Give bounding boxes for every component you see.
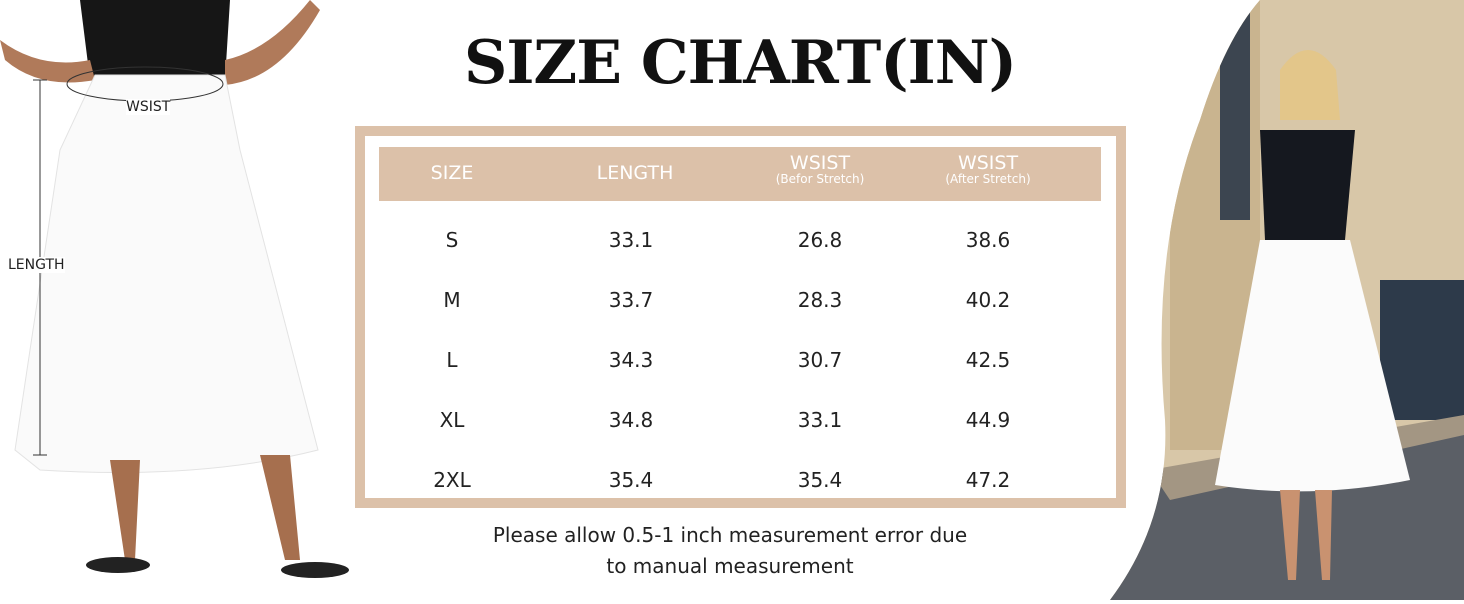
table-row: S 33.1 26.8 38.6: [365, 228, 1116, 258]
note-line-2: to manual measurement: [606, 554, 854, 578]
table-cell: 26.8: [797, 228, 843, 252]
header-label: LENGTH: [596, 162, 674, 184]
table-cell: 2XL: [433, 468, 471, 492]
table-cell: M: [443, 288, 461, 312]
table-cell: L: [446, 348, 458, 372]
table-cell: 33.1: [608, 228, 654, 252]
page-title: SIZE CHART(IN): [464, 28, 1017, 98]
table-cell: 33.7: [608, 288, 654, 312]
table-cell: 40.2: [965, 288, 1011, 312]
length-label: LENGTH: [8, 257, 65, 273]
table-row: 2XL 35.4 35.4 47.2: [365, 468, 1116, 498]
table-cell: 34.3: [608, 348, 654, 372]
header-sublabel: (After Stretch): [945, 172, 1031, 186]
table-cell: 28.3: [797, 288, 843, 312]
header-label: WSIST: [789, 152, 851, 174]
note-line-1: Please allow 0.5-1 inch measurement erro…: [492, 523, 968, 547]
header-waist-after: WSIST (After Stretch): [945, 152, 1030, 186]
table-cell: S: [445, 228, 459, 252]
table-row: M 33.7 28.3 40.2: [365, 288, 1116, 318]
table-cell: 34.8: [608, 408, 654, 432]
table-cell: 35.4: [797, 468, 843, 492]
table-cell: 44.9: [965, 408, 1011, 432]
table-row: L 34.3 30.7 42.5: [365, 348, 1116, 378]
table-cell: 47.2: [965, 468, 1011, 492]
header-label: WSIST: [957, 152, 1019, 174]
table-row: XL 34.8 33.1 44.9: [365, 408, 1116, 438]
waist-label: WSIST: [126, 99, 171, 115]
header-length: LENGTH: [597, 162, 674, 184]
size-chart-table: SIZE LENGTH WSIST (Befor Stretch) WSIST (A…: [355, 126, 1126, 508]
table-cell: 30.7: [797, 348, 843, 372]
product-photo-flat: WSIST LENGTH: [0, 0, 360, 600]
table-header: SIZE LENGTH WSIST (Befor Stretch) WSIST (A…: [379, 147, 1101, 201]
header-waist-before: WSIST (Befor Stretch): [776, 152, 865, 186]
table-cell: 42.5: [965, 348, 1011, 372]
header-label: SIZE: [430, 162, 474, 184]
table-cell: 38.6: [965, 228, 1011, 252]
table-cell: XL: [439, 408, 465, 432]
header-sublabel: (Befor Stretch): [775, 172, 865, 186]
table-cell: 33.1: [797, 408, 843, 432]
table-cell: 35.4: [608, 468, 654, 492]
measurement-note: Please allow 0.5-1 inch measurement erro…: [440, 520, 1020, 582]
header-size: SIZE: [431, 162, 474, 184]
product-photo-model: [1110, 0, 1464, 600]
